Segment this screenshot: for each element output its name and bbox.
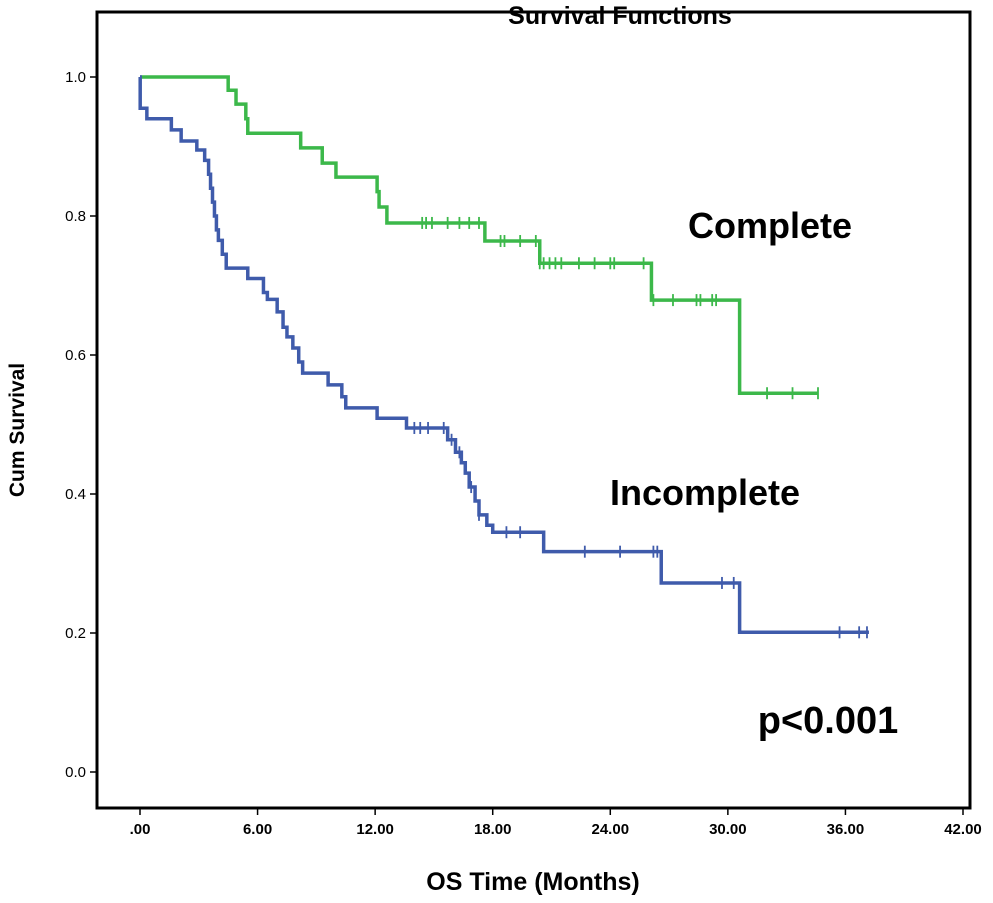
y-tick-label: 1.0 [65,69,86,86]
x-tick-label: 12.00 [356,821,394,838]
y-tick-label: 0.8 [65,208,86,225]
annotation-complete: Complete [688,205,852,246]
annotation-p-value: p<0.001 [758,700,899,742]
x-tick-label: 30.00 [709,821,747,838]
y-tick-label: 0.0 [65,764,86,781]
x-tick-label: 42.00 [944,821,982,838]
plot-frame [95,10,972,810]
annotation-incomplete: Incomplete [610,472,800,513]
x-axis-label: OS Time (Months) [426,868,639,896]
x-tick-label: 6.00 [243,821,272,838]
y-tick-label: 0.2 [65,625,86,642]
survival-step-line [138,75,869,635]
survival-step-line [140,75,818,395]
series-complete [140,75,819,400]
y-axis: 0.0 0.2 0.4 0.6 0.8 1.0 [65,69,97,781]
series-incomplete [138,75,869,639]
x-tick-label: 24.00 [592,821,630,838]
x-tick-label: 18.00 [474,821,512,838]
y-tick-label: 0.4 [65,486,86,503]
x-tick-label: .00 [130,821,151,838]
y-axis-label: Cum Survival [6,363,29,497]
y-tick-label: 0.6 [65,347,86,364]
survival-curves [138,75,869,639]
x-tick-label: 36.00 [827,821,865,838]
chart-title: Survival Functions [508,2,732,30]
x-axis: .00 6.00 12.00 18.00 24.00 30.00 36.00 42.00 [130,808,982,838]
